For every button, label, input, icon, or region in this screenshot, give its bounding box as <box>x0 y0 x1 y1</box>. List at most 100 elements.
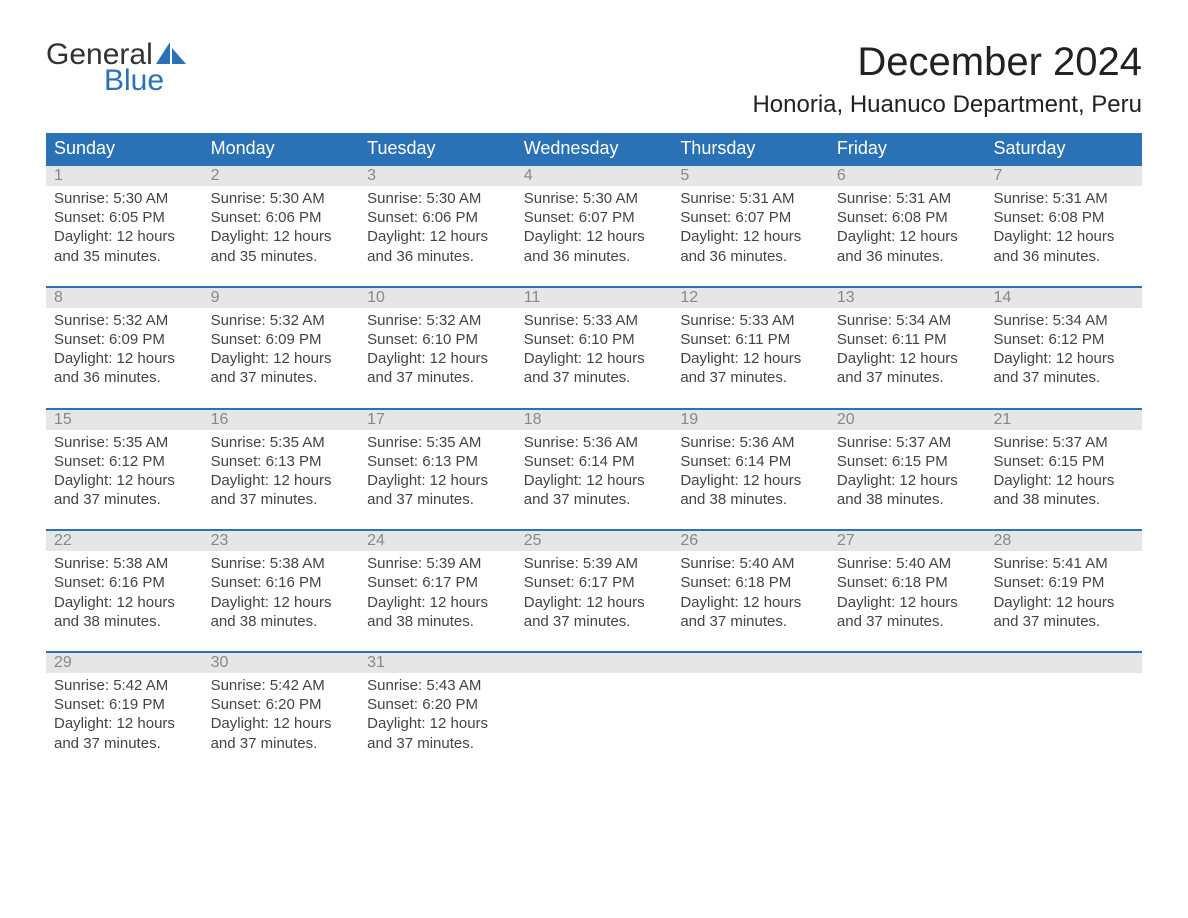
day-cell: 17Sunrise: 5:35 AMSunset: 6:13 PMDayligh… <box>359 410 516 514</box>
daylight-line: Daylight: 12 hours and 37 minutes. <box>211 471 352 509</box>
day-cell: 13Sunrise: 5:34 AMSunset: 6:11 PMDayligh… <box>829 288 986 392</box>
day-body: Sunrise: 5:41 AMSunset: 6:19 PMDaylight:… <box>989 554 1138 631</box>
day-cell: 8Sunrise: 5:32 AMSunset: 6:09 PMDaylight… <box>46 288 203 392</box>
day-body: Sunrise: 5:42 AMSunset: 6:20 PMDaylight:… <box>207 676 356 753</box>
day-body: Sunrise: 5:33 AMSunset: 6:10 PMDaylight:… <box>520 311 669 388</box>
sunrise-line: Sunrise: 5:40 AM <box>837 554 978 573</box>
sunrise-line: Sunrise: 5:32 AM <box>211 311 352 330</box>
sunrise-line: Sunrise: 5:37 AM <box>993 433 1134 452</box>
day-body: Sunrise: 5:43 AMSunset: 6:20 PMDaylight:… <box>363 676 512 753</box>
day-body: Sunrise: 5:32 AMSunset: 6:09 PMDaylight:… <box>50 311 199 388</box>
daylight-line: Daylight: 12 hours and 38 minutes. <box>680 471 821 509</box>
sunset-line: Sunset: 6:18 PM <box>680 573 821 592</box>
sunrise-line: Sunrise: 5:35 AM <box>367 433 508 452</box>
day-body: Sunrise: 5:30 AMSunset: 6:05 PMDaylight:… <box>50 189 199 266</box>
day-cell: 28Sunrise: 5:41 AMSunset: 6:19 PMDayligh… <box>985 531 1142 635</box>
daylight-line: Daylight: 12 hours and 36 minutes. <box>993 227 1134 265</box>
date-number: 19 <box>672 410 829 430</box>
day-cell: 12 Sunrise: 5:33 AMSunset: 6:11 PMDayligh… <box>672 288 829 392</box>
day-header-monday: Monday <box>203 133 360 164</box>
date-number: 29 <box>46 653 203 673</box>
day-body: Sunrise: 5:36 AMSunset: 6:14 PMDaylight:… <box>676 433 825 510</box>
sunset-line: Sunset: 6:15 PM <box>993 452 1134 471</box>
day-cell: 3 Sunrise: 5:30 AMSunset: 6:06 PMDaylight… <box>359 166 516 270</box>
day-cell: 16 Sunrise: 5:35 AMSunset: 6:13 PMDayligh… <box>203 410 360 514</box>
daylight-line: Daylight: 12 hours and 36 minutes. <box>680 227 821 265</box>
day-cell: 30Sunrise: 5:42 AMSunset: 6:20 PMDayligh… <box>203 653 360 757</box>
day-cell: 15Sunrise: 5:35 AMSunset: 6:12 PMDayligh… <box>46 410 203 514</box>
sunrise-line: Sunrise: 5:40 AM <box>680 554 821 573</box>
day-header-row: SundayMondayTuesdayWednesdayThursdayFrid… <box>46 133 1142 164</box>
date-number: 1 <box>46 166 203 186</box>
date-number: 27 <box>829 531 986 551</box>
day-cell: 18Sunrise: 5:36 AMSunset: 6:14 PMDayligh… <box>516 410 673 514</box>
day-body: Sunrise: 5:31 AMSunset: 6:08 PMDaylight:… <box>989 189 1138 266</box>
day-cell <box>516 653 673 757</box>
day-body: Sunrise: 5:39 AMSunset: 6:17 PMDaylight:… <box>363 554 512 631</box>
day-header-saturday: Saturday <box>985 133 1142 164</box>
header: General Blue December 2024 Honoria, Huan… <box>46 40 1142 123</box>
sunrise-line: Sunrise: 5:32 AM <box>54 311 195 330</box>
day-body: Sunrise: 5:31 AMSunset: 6:07 PMDaylight:… <box>676 189 825 266</box>
daylight-line: Daylight: 12 hours and 37 minutes. <box>524 593 665 631</box>
day-body: Sunrise: 5:40 AMSunset: 6:18 PMDaylight:… <box>676 554 825 631</box>
sunrise-line: Sunrise: 5:32 AM <box>367 311 508 330</box>
sunset-line: Sunset: 6:19 PM <box>54 695 195 714</box>
sunset-line: Sunset: 6:20 PM <box>367 695 508 714</box>
day-body: Sunrise: 5:30 AMSunset: 6:06 PMDaylight:… <box>363 189 512 266</box>
sunrise-line: Sunrise: 5:39 AM <box>367 554 508 573</box>
week-row: 15Sunrise: 5:35 AMSunset: 6:12 PMDayligh… <box>46 408 1142 514</box>
sunrise-line: Sunrise: 5:36 AM <box>524 433 665 452</box>
day-cell: 21Sunrise: 5:37 AMSunset: 6:15 PMDayligh… <box>985 410 1142 514</box>
day-body: Sunrise: 5:35 AMSunset: 6:13 PMDaylight:… <box>207 433 356 510</box>
sunset-line: Sunset: 6:14 PM <box>524 452 665 471</box>
sunrise-line: Sunrise: 5:39 AM <box>524 554 665 573</box>
daylight-line: Daylight: 12 hours and 37 minutes. <box>993 349 1134 387</box>
sunset-line: Sunset: 6:14 PM <box>680 452 821 471</box>
daylight-line: Daylight: 12 hours and 37 minutes. <box>993 593 1134 631</box>
day-body: Sunrise: 5:38 AMSunset: 6:16 PMDaylight:… <box>207 554 356 631</box>
date-number-empty <box>672 653 829 673</box>
day-cell: 23Sunrise: 5:38 AMSunset: 6:16 PMDayligh… <box>203 531 360 635</box>
date-number: 13 <box>829 288 986 308</box>
day-cell: 27Sunrise: 5:40 AMSunset: 6:18 PMDayligh… <box>829 531 986 635</box>
date-number: 16 <box>203 410 360 430</box>
day-cell: 29Sunrise: 5:42 AMSunset: 6:19 PMDayligh… <box>46 653 203 757</box>
daylight-line: Daylight: 12 hours and 37 minutes. <box>837 349 978 387</box>
date-number: 11 <box>516 288 673 308</box>
sunset-line: Sunset: 6:08 PM <box>837 208 978 227</box>
day-body: Sunrise: 5:32 AMSunset: 6:10 PMDaylight:… <box>363 311 512 388</box>
sunset-line: Sunset: 6:16 PM <box>54 573 195 592</box>
day-cell: 10 Sunrise: 5:32 AMSunset: 6:10 PMDayligh… <box>359 288 516 392</box>
day-body: Sunrise: 5:38 AMSunset: 6:16 PMDaylight:… <box>50 554 199 631</box>
date-number: 25 <box>516 531 673 551</box>
day-body: Sunrise: 5:35 AMSunset: 6:12 PMDaylight:… <box>50 433 199 510</box>
daylight-line: Daylight: 12 hours and 37 minutes. <box>211 349 352 387</box>
week-row: 8Sunrise: 5:32 AMSunset: 6:09 PMDaylight… <box>46 286 1142 392</box>
logo: General Blue <box>46 40 190 96</box>
date-number: 3 <box>359 166 516 186</box>
sunrise-line: Sunrise: 5:36 AM <box>680 433 821 452</box>
sunrise-line: Sunrise: 5:31 AM <box>680 189 821 208</box>
date-number: 10 <box>359 288 516 308</box>
date-number: 12 <box>672 288 829 308</box>
daylight-line: Daylight: 12 hours and 37 minutes. <box>367 714 508 752</box>
sunset-line: Sunset: 6:06 PM <box>367 208 508 227</box>
date-number: 4 <box>516 166 673 186</box>
sunrise-line: Sunrise: 5:43 AM <box>367 676 508 695</box>
sunset-line: Sunset: 6:07 PM <box>680 208 821 227</box>
sunset-line: Sunset: 6:12 PM <box>54 452 195 471</box>
sunset-line: Sunset: 6:08 PM <box>993 208 1134 227</box>
sunrise-line: Sunrise: 5:34 AM <box>993 311 1134 330</box>
day-body: Sunrise: 5:34 AMSunset: 6:12 PMDaylight:… <box>989 311 1138 388</box>
day-body: Sunrise: 5:33 AMSunset: 6:11 PMDaylight:… <box>676 311 825 388</box>
daylight-line: Daylight: 12 hours and 37 minutes. <box>524 349 665 387</box>
sunset-line: Sunset: 6:17 PM <box>524 573 665 592</box>
day-body: Sunrise: 5:36 AMSunset: 6:14 PMDaylight:… <box>520 433 669 510</box>
day-cell: 6Sunrise: 5:31 AMSunset: 6:08 PMDaylight… <box>829 166 986 270</box>
daylight-line: Daylight: 12 hours and 35 minutes. <box>211 227 352 265</box>
daylight-line: Daylight: 12 hours and 37 minutes. <box>54 714 195 752</box>
day-cell: 19 Sunrise: 5:36 AMSunset: 6:14 PMDayligh… <box>672 410 829 514</box>
daylight-line: Daylight: 12 hours and 37 minutes. <box>54 471 195 509</box>
sunset-line: Sunset: 6:10 PM <box>367 330 508 349</box>
